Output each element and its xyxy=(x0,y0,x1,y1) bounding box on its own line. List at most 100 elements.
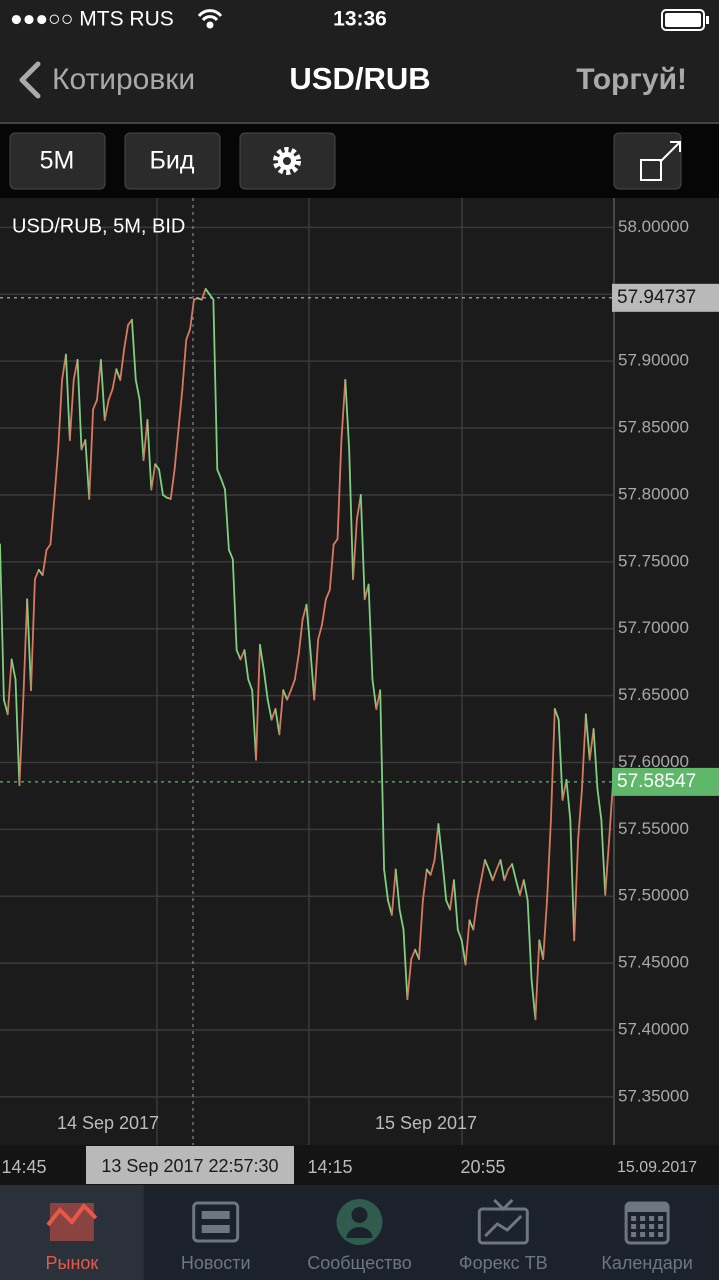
price-segment xyxy=(103,399,110,421)
price-marker-box xyxy=(612,283,719,312)
icon-shape xyxy=(658,1216,664,1221)
back-label[interactable]: Котировки xyxy=(52,63,195,96)
price-segment xyxy=(518,879,525,896)
price-segment xyxy=(313,638,320,701)
tab-label[interactable]: Новости xyxy=(181,1253,251,1273)
tab[interactable]: Календари xyxy=(601,1201,693,1273)
price-segment xyxy=(286,689,292,701)
icon-shape xyxy=(626,1203,669,1212)
price-segment xyxy=(173,428,180,471)
icon-shape xyxy=(658,1224,664,1229)
price-segment xyxy=(243,649,250,681)
icon-shape xyxy=(201,1225,230,1233)
expand-button[interactable] xyxy=(613,132,682,190)
price-segment xyxy=(305,603,312,651)
price-segment xyxy=(464,919,471,966)
price-segment xyxy=(321,598,327,626)
price-segment xyxy=(293,653,300,681)
timeframe-label[interactable]: 5M xyxy=(40,147,75,175)
price-segment xyxy=(371,678,378,710)
price-segment xyxy=(367,583,374,681)
price-segment xyxy=(220,477,226,491)
price-segment xyxy=(146,419,153,491)
price-segment xyxy=(495,859,502,871)
price-segment xyxy=(142,419,149,462)
nav-title: USD/RUB xyxy=(289,61,430,96)
price-segment xyxy=(456,928,463,942)
price-segment xyxy=(328,543,335,591)
price-segment xyxy=(235,649,242,661)
price-segment xyxy=(107,388,114,401)
price-segment xyxy=(390,868,397,916)
icon-shape xyxy=(649,1216,655,1221)
y-tick-label: 57.55000 xyxy=(618,819,689,838)
price-segment xyxy=(484,859,490,871)
tab[interactable]: Рынок xyxy=(0,1185,144,1280)
price-segment xyxy=(573,839,579,942)
price-segment xyxy=(526,899,533,981)
timeframe-button[interactable]: 5M xyxy=(9,132,106,190)
price-segment xyxy=(150,463,157,491)
tab-label[interactable]: Сообщество xyxy=(307,1253,412,1273)
price-segment xyxy=(200,288,207,301)
back-button[interactable]: Котировки xyxy=(19,61,195,99)
icon-shape xyxy=(649,1232,655,1237)
vertical-grid xyxy=(156,198,463,1145)
tab-icon xyxy=(192,1201,240,1243)
price-segment xyxy=(449,879,455,911)
price-segment xyxy=(383,868,389,902)
icon-shape xyxy=(46,1202,98,1227)
icon-shape xyxy=(192,1201,240,1243)
trade-button[interactable]: Торгуй! xyxy=(576,63,687,96)
price-segment xyxy=(134,379,141,401)
price-segment xyxy=(557,718,564,801)
tab[interactable]: Форекс ТВ xyxy=(459,1198,548,1273)
price-type-label[interactable]: Бид xyxy=(150,147,195,175)
chart-title: USD/RUB, 5M, BID xyxy=(12,215,185,237)
price-segment xyxy=(596,788,603,821)
price-type-button[interactable]: Бид xyxy=(124,132,221,190)
price-marker-box xyxy=(612,767,719,796)
chart-bg xyxy=(0,198,719,1145)
price-segment xyxy=(542,899,548,960)
tab[interactable]: Новости xyxy=(181,1201,251,1273)
tab-label[interactable]: Форекс ТВ xyxy=(459,1253,548,1273)
price-segment xyxy=(398,908,405,931)
price-segment xyxy=(522,879,529,902)
price-segment xyxy=(453,879,459,931)
price-segment xyxy=(418,899,424,960)
price-segment xyxy=(534,939,541,1021)
price-segment xyxy=(604,839,611,896)
price-segment xyxy=(429,859,436,876)
tab-label[interactable]: Календари xyxy=(601,1253,693,1273)
price-segment xyxy=(472,899,479,931)
price-segment xyxy=(433,823,440,861)
tab[interactable]: Сообщество xyxy=(307,1199,412,1273)
price-segment xyxy=(503,868,510,882)
price-segment xyxy=(530,978,537,1021)
tab-icon xyxy=(336,1199,383,1245)
price-marker-label: 57.58547 xyxy=(617,771,696,792)
price-segment xyxy=(584,713,591,761)
price-segment xyxy=(99,358,106,421)
price-segment xyxy=(460,939,467,966)
price-segment xyxy=(270,708,277,721)
price-segment xyxy=(18,698,25,787)
price-segment xyxy=(297,618,304,656)
price-segment xyxy=(317,623,323,641)
price-segment xyxy=(577,788,583,841)
date-label: 14 Sep 2017 xyxy=(57,1113,159,1133)
tab-icon xyxy=(46,1202,98,1241)
price-segment xyxy=(181,338,188,391)
tab-label[interactable]: Рынок xyxy=(46,1253,99,1273)
price-segment xyxy=(340,379,347,442)
price-segment xyxy=(344,379,351,451)
tab-icon xyxy=(624,1201,670,1245)
price-segment xyxy=(394,868,401,911)
price-segment xyxy=(421,868,428,902)
price-segment xyxy=(204,288,211,296)
settings-button[interactable] xyxy=(239,132,336,190)
price-segment xyxy=(53,448,60,500)
price-segment xyxy=(565,778,572,821)
